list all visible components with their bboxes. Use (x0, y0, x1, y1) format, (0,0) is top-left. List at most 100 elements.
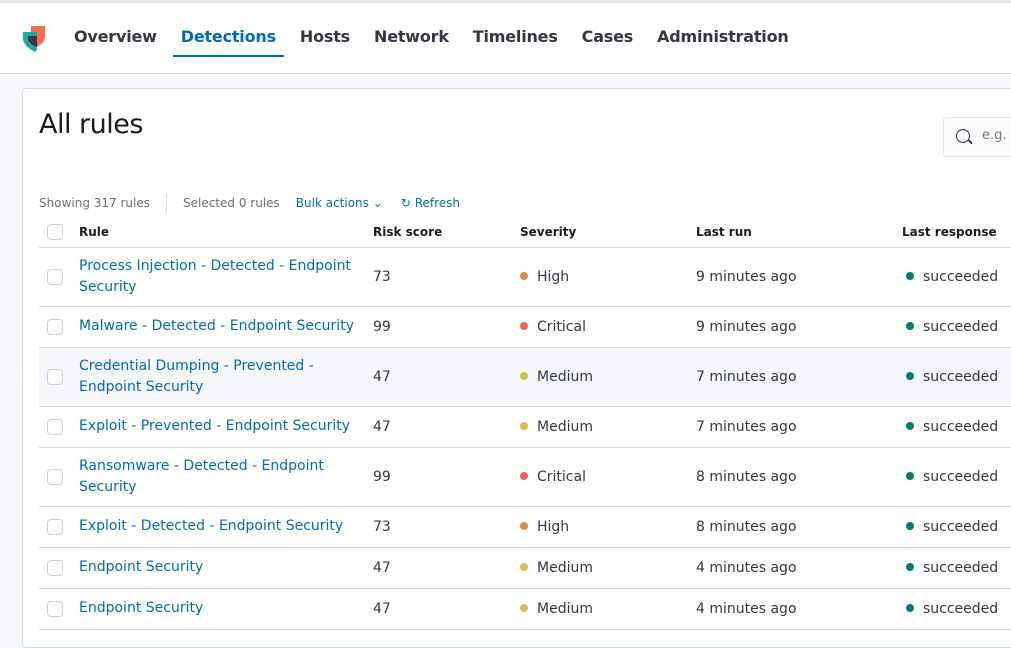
status-dot-icon (906, 562, 914, 571)
top-nav: Overview Detections Hosts Network Timelines C… (0, 3, 1011, 74)
tab-administration[interactable]: Administration (657, 27, 789, 46)
rule-link[interactable]: Endpoint Security (79, 559, 204, 575)
last-run: 8 minutes ago (696, 447, 902, 507)
table-row: Endpoint Security 47 Medium 4 minutes ag… (39, 588, 1011, 630)
risk-score: 47 (373, 406, 520, 448)
risk-score: 47 (373, 588, 520, 630)
bulk-actions-label: Bulk actions (295, 196, 369, 210)
tab-detections[interactable]: Detections (169, 3, 288, 74)
severity-dot-icon (520, 371, 528, 380)
last-run: 8 minutes ago (696, 506, 902, 548)
severity-label: Medium (537, 368, 593, 385)
search-icon (956, 129, 970, 143)
rules-table: Rule Risk score Severity Last run Last r… (39, 217, 1011, 630)
row-checkbox[interactable] (47, 468, 63, 485)
row-checkbox[interactable] (47, 600, 63, 617)
risk-score: 99 (373, 447, 520, 507)
table-row: Credential Dumping - Prevented - Endpoin… (39, 347, 1011, 407)
severity-dot-icon (520, 521, 528, 530)
severity: Critical (520, 306, 696, 348)
last-response: succeeded (902, 406, 1011, 448)
rule-link[interactable]: Malware - Detected - Endpoint Security (79, 318, 354, 334)
severity-dot-icon (520, 562, 528, 571)
last-run: 7 minutes ago (696, 347, 902, 407)
table-row: Endpoint Security 47 Medium 4 minutes ag… (39, 547, 1011, 589)
rule-link[interactable]: Process Injection - Detected - Endpoint … (79, 257, 351, 295)
col-risk-score[interactable]: Risk score (373, 217, 520, 248)
row-checkbox[interactable] (47, 418, 63, 435)
tab-timelines[interactable]: Timelines (472, 27, 558, 46)
last-run: 4 minutes ago (696, 547, 902, 589)
search-field[interactable] (943, 117, 1011, 157)
tab-cases[interactable]: Cases (581, 27, 634, 46)
response-label: succeeded (923, 418, 999, 435)
rule-link[interactable]: Credential Dumping - Prevented - Endpoin… (79, 357, 314, 395)
last-response: succeeded (902, 547, 1011, 589)
severity: Medium (520, 547, 696, 589)
severity-label: Medium (537, 418, 593, 435)
row-checkbox[interactable] (47, 559, 63, 576)
risk-score: 47 (373, 347, 520, 407)
response-label: succeeded (923, 318, 999, 335)
last-response: succeeded (902, 306, 1011, 348)
col-last-run[interactable]: Last run (696, 217, 902, 248)
rule-link[interactable]: Ransomware - Detected - Endpoint Securit… (79, 457, 324, 495)
severity-label: Medium (537, 559, 593, 576)
col-severity[interactable]: Severity (520, 217, 696, 248)
risk-score: 99 (373, 306, 520, 348)
response-label: succeeded (923, 468, 999, 485)
showing-count: Showing 317 rules (39, 196, 150, 210)
table-row: Exploit - Prevented - Endpoint Security … (39, 406, 1011, 448)
last-response: succeeded (902, 447, 1011, 507)
search-input[interactable] (982, 128, 1011, 143)
response-label: succeeded (923, 518, 999, 535)
col-last-response[interactable]: Last response (902, 217, 1011, 248)
row-checkbox[interactable] (47, 318, 63, 335)
rule-link[interactable]: Exploit - Prevented - Endpoint Security (79, 418, 351, 434)
severity-label: High (537, 518, 570, 535)
tab-overview[interactable]: Overview (74, 27, 157, 46)
bulk-actions-button[interactable]: Bulk actions ⌄ (296, 196, 383, 210)
selected-count: Selected 0 rules (182, 196, 280, 210)
severity-dot-icon (520, 271, 528, 280)
response-label: succeeded (923, 368, 999, 385)
utility-bar: Showing 317 rules Selected 0 rules Bulk … (39, 193, 460, 213)
row-checkbox[interactable] (47, 518, 63, 535)
status-dot-icon (906, 271, 914, 280)
tab-hosts[interactable]: Hosts (299, 27, 350, 46)
nav-tabs: Overview Detections Hosts Network Timelines C… (62, 3, 801, 74)
severity-dot-icon (520, 421, 528, 430)
severity-label: Medium (537, 600, 593, 617)
status-dot-icon (906, 603, 914, 612)
row-checkbox[interactable] (47, 268, 63, 285)
row-checkbox[interactable] (47, 368, 63, 385)
table-row: Ransomware - Detected - Endpoint Securit… (39, 447, 1011, 507)
severity: Medium (520, 347, 696, 407)
tab-network[interactable]: Network (374, 27, 449, 46)
col-rule[interactable]: Rule (79, 217, 373, 248)
last-response: succeeded (902, 347, 1011, 407)
severity-dot-icon (520, 471, 528, 480)
severity-label: Critical (537, 468, 586, 485)
table-row: Process Injection - Detected - Endpoint … (39, 247, 1011, 307)
refresh-label: Refresh (414, 196, 461, 210)
risk-score: 73 (373, 247, 520, 307)
top-border (0, 0, 1011, 3)
severity: High (520, 506, 696, 548)
severity-label: Critical (537, 318, 586, 335)
refresh-button[interactable]: ↻ Refresh (401, 196, 460, 210)
severity-label: High (537, 268, 570, 285)
last-run: 7 minutes ago (696, 406, 902, 448)
status-dot-icon (906, 321, 914, 330)
severity: Medium (520, 588, 696, 630)
response-label: succeeded (923, 268, 999, 285)
status-dot-icon (906, 421, 914, 430)
status-dot-icon (906, 521, 914, 530)
severity: Critical (520, 447, 696, 507)
response-label: succeeded (923, 559, 999, 576)
select-all-checkbox[interactable] (47, 223, 63, 240)
status-dot-icon (906, 471, 914, 480)
severity-dot-icon (520, 603, 528, 612)
rule-link[interactable]: Endpoint Security (79, 600, 204, 616)
rule-link[interactable]: Exploit - Detected - Endpoint Security (79, 518, 344, 534)
